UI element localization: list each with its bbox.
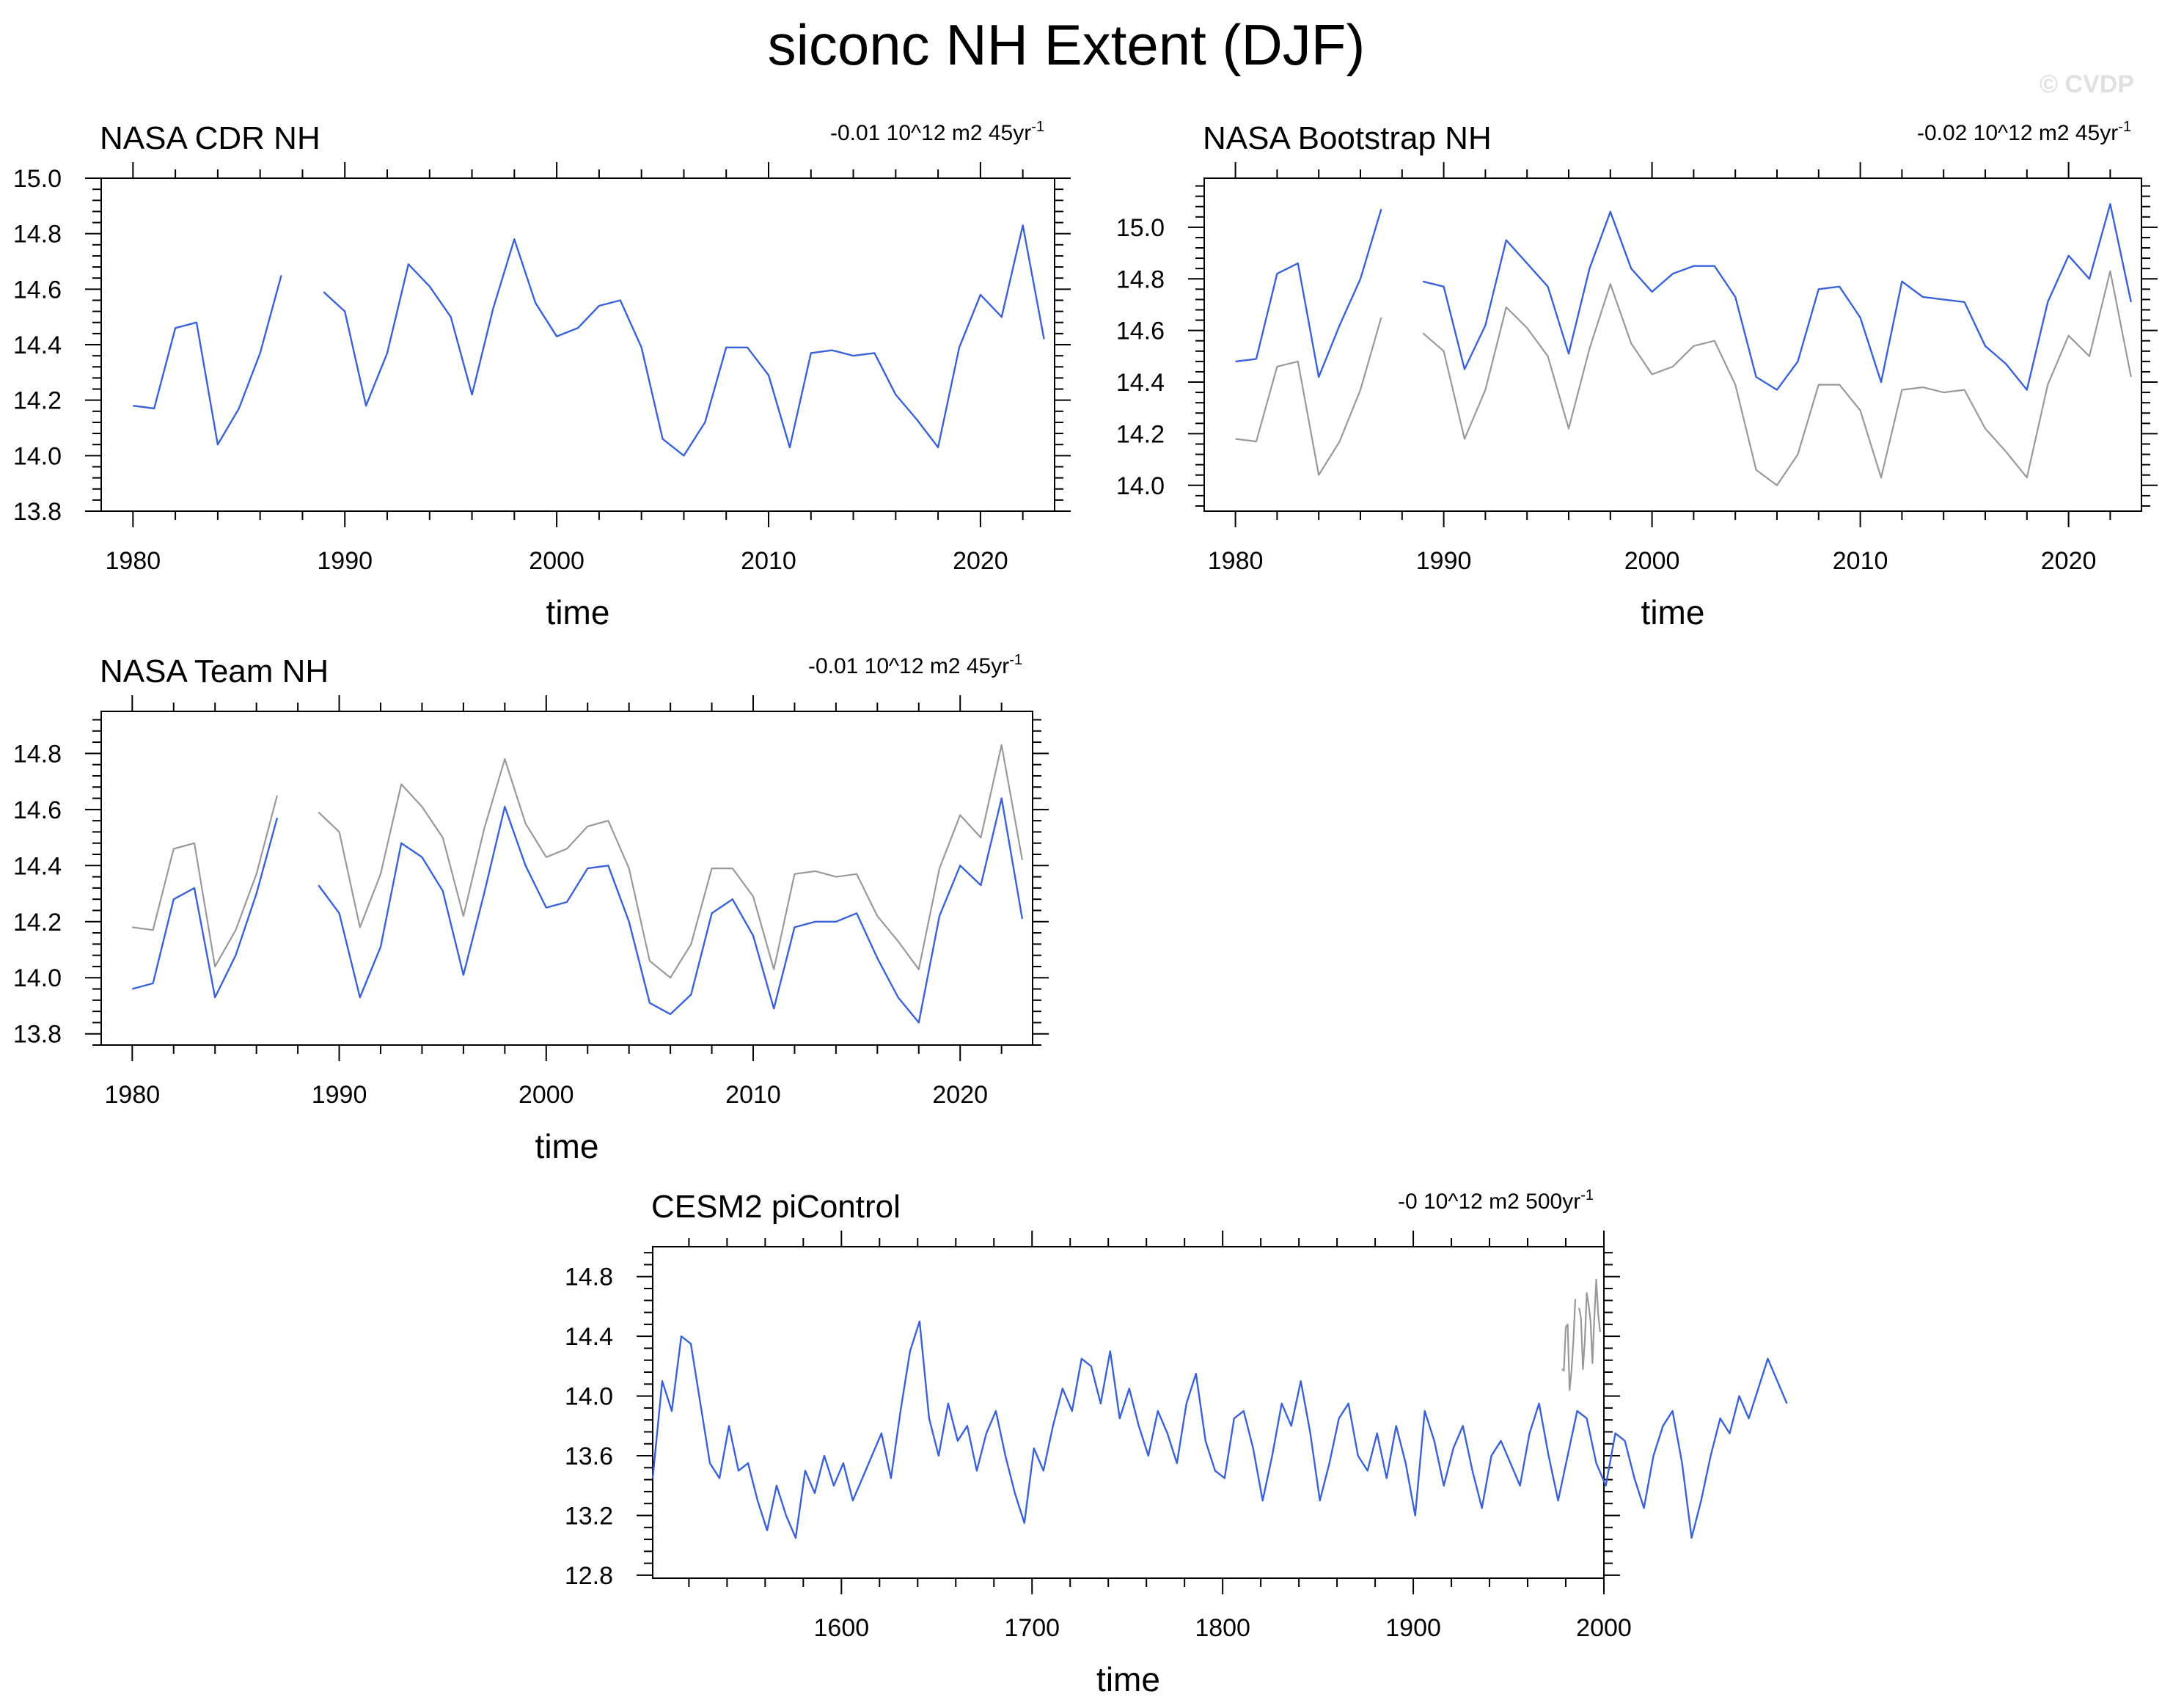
y-tick-label: 13.2 [565,1502,613,1530]
x-tick-label: 1980 [105,1081,161,1109]
y-tick-label: 14.8 [1116,265,1165,293]
panel-title: NASA CDR NH [100,120,320,156]
x-tick-label: 2000 [1624,547,1680,575]
y-tick-label: 14.6 [13,276,62,304]
y-tick-label: 14.0 [565,1383,613,1411]
x-axis-label: time [535,1127,599,1165]
chart-panel-0: NASA CDR NH -0.01 10^12 m2 45yr-1 1980 1990… [13,119,1071,631]
primary-series-line [131,797,1024,1024]
y-tick-label: 14.4 [13,331,62,359]
figure-title: siconc NH Extent (DJF) [768,12,1366,77]
primary-series-line [1235,203,2132,391]
panel-title: NASA Bootstrap NH [1203,120,1492,156]
x-tick-label: 1990 [317,547,373,575]
trend-label: -0.02 10^12 m2 45yr-1 [1917,119,2131,145]
y-tick-label: 14.0 [13,964,62,992]
reference-series-line [132,744,1023,979]
panel-title: CESM2 piControl [651,1189,901,1225]
x-tick-label: 2000 [1576,1614,1632,1642]
chart-panels: NASA CDR NH -0.01 10^12 m2 45yr-1 1980 1990… [13,119,2158,1698]
y-tick-label: 14.6 [13,796,62,824]
y-tick-label: 14.0 [13,442,62,470]
y-tick-label: 14.8 [565,1264,613,1291]
x-tick-label: 2020 [932,1081,988,1109]
y-tick-label: 14.0 [1116,472,1165,500]
x-tick-label: 1990 [1416,547,1472,575]
x-tick-label: 1800 [1195,1614,1250,1642]
trend-label: -0.01 10^12 m2 45yr-1 [830,119,1044,145]
x-tick-label: 1700 [1004,1614,1060,1642]
y-tick-label: 13.8 [13,1021,62,1049]
y-tick-label: 14.8 [13,740,62,768]
y-tick-label: 13.8 [13,498,62,526]
trend-exponent: -1 [1580,1187,1594,1203]
x-axis-label: time [546,593,610,631]
x-tick-label: 2010 [725,1081,781,1109]
y-tick-label: 13.6 [565,1443,613,1470]
panel-title: NASA Team NH [100,653,329,689]
x-axis-label: time [1641,593,1705,631]
y-tick-label: 14.4 [565,1323,613,1351]
y-tick-label: 14.2 [13,909,62,937]
y-tick-label: 14.2 [1116,420,1165,448]
x-tick-label: 1980 [1208,547,1264,575]
watermark: © CVDP [2040,70,2134,98]
x-tick-label: 2020 [953,547,1008,575]
y-tick-label: 15.0 [1116,214,1165,242]
y-tick-label: 14.6 [1116,318,1165,345]
x-tick-label: 2000 [529,547,585,575]
trend-exponent: -1 [1031,119,1044,135]
plot-frame [652,1246,1605,1579]
chart-panel-3: CESM2 piControl -0 10^12 m2 500yr-1 1600 17… [565,1187,1788,1698]
chart-panel-2: NASA Team NH -0.01 10^12 m2 45yr-1 1980 199… [13,652,1049,1165]
plot-frame [100,177,1055,512]
x-tick-label: 1990 [312,1081,367,1109]
x-tick-label: 1900 [1385,1614,1441,1642]
x-axis-label: time [1096,1660,1160,1698]
plot-frame [100,711,1033,1046]
y-tick-label: 14.4 [1116,369,1165,397]
reference-series-line [1235,270,2132,486]
y-tick-label: 14.8 [13,221,62,249]
x-tick-label: 2020 [2041,547,2097,575]
trend-exponent: -1 [1009,652,1022,668]
y-tick-label: 12.8 [565,1562,613,1590]
y-tick-label: 15.0 [13,165,62,193]
x-tick-label: 2010 [1833,547,1888,575]
reference-series-line [1561,1278,1601,1391]
chart-panel-1: NASA Bootstrap NH -0.02 10^12 m2 45yr-1 19… [1116,119,2158,631]
x-tick-label: 1980 [106,547,161,575]
trend-label: -0 10^12 m2 500yr-1 [1398,1187,1594,1214]
y-tick-label: 14.2 [13,387,62,415]
plot-frame [1203,177,2142,512]
trend-label: -0.01 10^12 m2 45yr-1 [808,652,1022,678]
trend-exponent: -1 [2118,119,2131,135]
x-tick-label: 2010 [741,547,796,575]
x-tick-label: 1600 [814,1614,870,1642]
primary-series-line [133,224,1045,457]
primary-series-line [651,1320,1788,1539]
x-tick-label: 2000 [518,1081,574,1109]
y-tick-label: 14.4 [13,852,62,880]
